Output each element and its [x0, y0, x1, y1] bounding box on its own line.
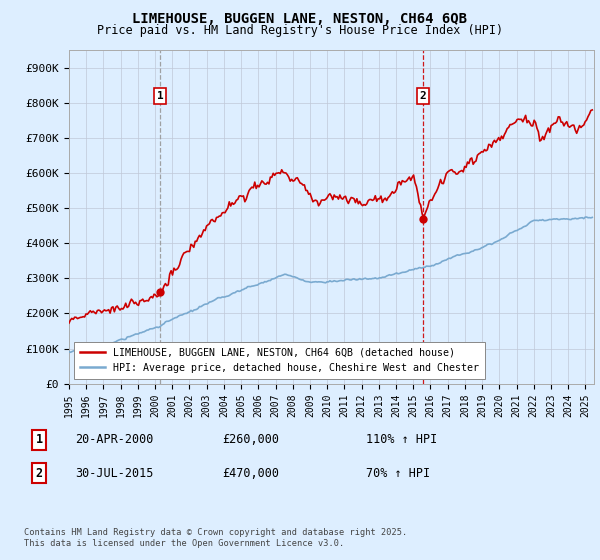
Text: £470,000: £470,000	[222, 466, 279, 480]
Text: Price paid vs. HM Land Registry's House Price Index (HPI): Price paid vs. HM Land Registry's House …	[97, 24, 503, 36]
Text: 30-JUL-2015: 30-JUL-2015	[75, 466, 154, 480]
Text: 2: 2	[35, 466, 43, 480]
Text: 110% ↑ HPI: 110% ↑ HPI	[366, 433, 437, 446]
Text: 70% ↑ HPI: 70% ↑ HPI	[366, 466, 430, 480]
Text: £260,000: £260,000	[222, 433, 279, 446]
Text: 2: 2	[420, 91, 427, 101]
Text: 20-APR-2000: 20-APR-2000	[75, 433, 154, 446]
Legend: LIMEHOUSE, BUGGEN LANE, NESTON, CH64 6QB (detached house), HPI: Average price, d: LIMEHOUSE, BUGGEN LANE, NESTON, CH64 6QB…	[74, 342, 485, 379]
Text: Contains HM Land Registry data © Crown copyright and database right 2025.
This d: Contains HM Land Registry data © Crown c…	[24, 528, 407, 548]
Text: 1: 1	[157, 91, 164, 101]
Text: LIMEHOUSE, BUGGEN LANE, NESTON, CH64 6QB: LIMEHOUSE, BUGGEN LANE, NESTON, CH64 6QB	[133, 12, 467, 26]
Text: 1: 1	[35, 433, 43, 446]
